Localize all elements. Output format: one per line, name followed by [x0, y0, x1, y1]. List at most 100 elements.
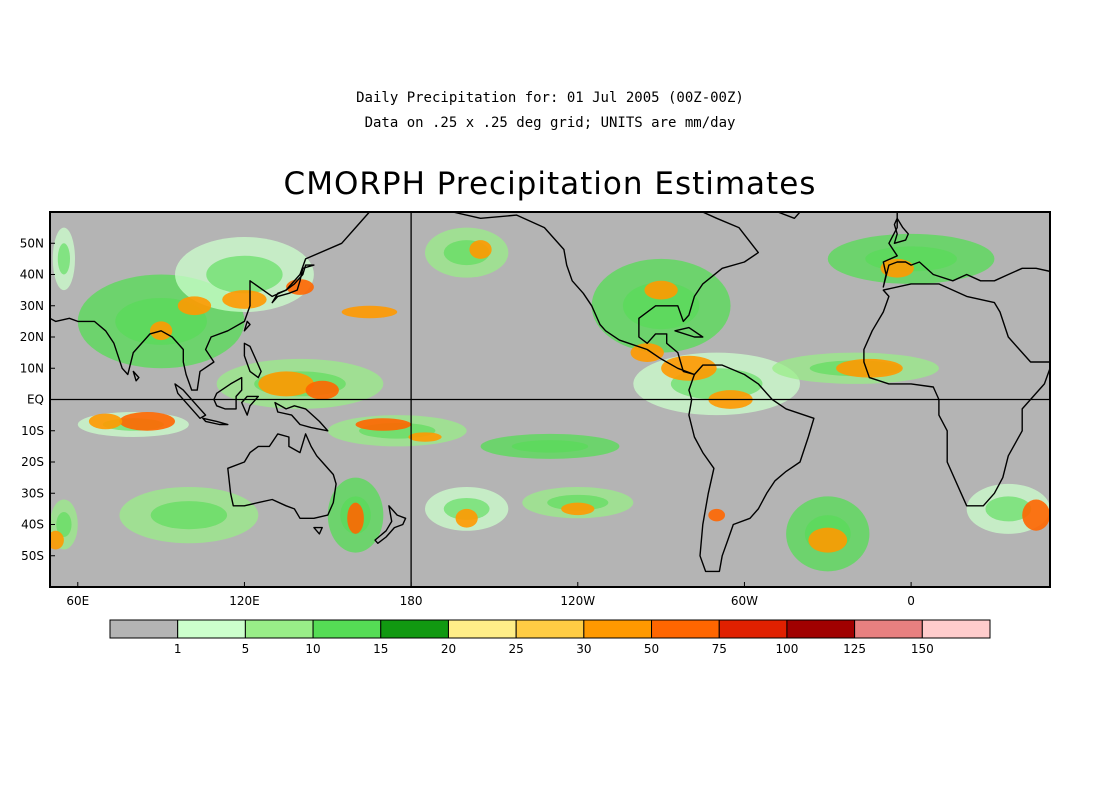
heavy-precip-blob — [561, 502, 595, 516]
heavy-precip-blob — [177, 296, 212, 316]
latitude-axis: 50N 40N 30N 20N 10N EQ 10S 20S 30S 40S 50S — [20, 236, 55, 563]
light-precip-core — [206, 255, 283, 294]
legend-label: 100 — [775, 642, 798, 656]
coastline-africa — [863, 283, 1050, 507]
heavy-precip-blob — [455, 508, 478, 528]
longitude-axis: 60E 120E 180 120W 60W 0 — [66, 582, 915, 608]
coastline-new-zealand — [374, 505, 407, 544]
coastline-taiwan — [243, 320, 251, 332]
heavy-precip-blob — [644, 280, 678, 300]
heavy-precip-blob — [408, 432, 442, 442]
legend-label: 10 — [305, 642, 320, 656]
coastline-cuba — [674, 326, 704, 338]
coastline-sri-lanka — [132, 370, 140, 382]
heavy-precip-blob — [808, 527, 848, 553]
heavy-precip-blob — [630, 343, 664, 362]
legend-label: 75 — [712, 642, 727, 656]
heavy-precip-blob — [661, 355, 717, 381]
legend-swatch — [921, 619, 991, 639]
coastline-eurasia — [50, 212, 371, 391]
lat-tick-label: 10N — [20, 361, 44, 375]
heavy-precip-blob — [88, 413, 123, 430]
heavy-precip-blob — [836, 358, 903, 378]
coastline-greenland — [757, 212, 801, 219]
light-precip-core — [511, 440, 589, 453]
legend-label: 5 — [242, 642, 250, 656]
coastline-north-america — [452, 212, 759, 376]
light-precip-core — [985, 496, 1032, 522]
lat-tick-label: 10S — [21, 424, 44, 438]
heavy-precip-blob — [469, 240, 492, 259]
legend-swatch — [583, 619, 653, 639]
legend-swatch — [718, 619, 788, 639]
heavy-precip-blob — [119, 412, 175, 431]
coastline-sulawesi — [241, 395, 259, 416]
lon-tick-label: 120E — [229, 594, 260, 608]
lat-tick-label: 20S — [21, 455, 44, 469]
heavy-precip-blob — [355, 418, 412, 431]
legend-swatch — [447, 619, 517, 639]
heavy-precip-layer — [50, 240, 1050, 553]
coastline-layer — [50, 212, 1050, 573]
coastline-uk — [893, 217, 909, 244]
coastline-australia — [227, 433, 337, 519]
legend-swatch — [312, 619, 382, 639]
heavy-precip-blob — [222, 290, 267, 309]
coastline-borneo — [213, 376, 243, 410]
legend-swatch — [177, 619, 246, 639]
legend-label: 125 — [843, 642, 866, 656]
legend-label: 50 — [644, 642, 659, 656]
legend-label: 25 — [509, 642, 524, 656]
heavy-precip-blob — [880, 258, 914, 278]
legend-swatch — [786, 619, 856, 639]
heavy-precip-blob — [305, 380, 339, 400]
lon-tick-label: 180 — [400, 594, 423, 608]
legend-swatch — [244, 619, 314, 639]
lat-tick-label: 50N — [20, 236, 44, 250]
coastline-sumatra — [174, 383, 207, 419]
coastline-japan — [271, 264, 315, 304]
lon-tick-label: 60E — [66, 594, 89, 608]
coastline-south-america — [688, 364, 815, 573]
light-precip-core — [56, 512, 72, 537]
lat-tick-label: 40S — [21, 518, 44, 532]
light-precip-core — [443, 497, 490, 520]
legend-label: 1 — [174, 642, 182, 656]
lat-tick-label: 30N — [20, 299, 44, 313]
heavy-precip-blob — [1022, 499, 1050, 531]
coastline-europe-west — [882, 212, 1050, 288]
heavy-precip-blob — [50, 530, 64, 550]
legend-swatch — [109, 619, 179, 639]
heavy-precip-blob — [258, 371, 314, 397]
legend-label: 20 — [441, 642, 456, 656]
lat-tick-label: EQ — [27, 393, 44, 407]
light-precip-core — [57, 243, 70, 275]
color-legend: 1 5 10 15 20 25 30 50 75 100 125 150 — [109, 619, 991, 656]
coastline-java — [202, 417, 229, 426]
reference-lines — [50, 212, 1050, 587]
legend-swatch — [515, 619, 585, 639]
legend-swatch — [854, 619, 923, 639]
light-precip-core — [150, 501, 228, 530]
coastline-philippines — [243, 342, 262, 379]
subtitle-date: Daily Precipitation for: 01 Jul 2005 (00… — [356, 90, 744, 106]
subtitle-grid-info: Data on .25 x .25 deg grid; UNITS are mm… — [364, 115, 736, 131]
coastline-new-guinea — [274, 401, 329, 432]
lon-tick-label: 60W — [731, 594, 758, 608]
lat-tick-label: 30S — [21, 486, 44, 500]
lat-tick-label: 50S — [21, 549, 44, 563]
lat-tick-label: 40N — [20, 268, 44, 282]
lon-tick-label: 0 — [907, 594, 915, 608]
legend-swatch — [380, 619, 449, 639]
coastline-tasmania — [313, 526, 323, 535]
legend-label: 150 — [911, 642, 934, 656]
lat-tick-label: 20N — [20, 330, 44, 344]
heavy-precip-blob — [347, 502, 364, 534]
map-title: CMORPH Precipitation Estimates — [283, 166, 817, 202]
heavy-precip-blob — [708, 508, 726, 522]
legend-swatch — [651, 619, 720, 639]
lon-tick-label: 120W — [560, 594, 595, 608]
heavy-precip-blob — [341, 305, 398, 319]
legend-label: 15 — [373, 642, 388, 656]
